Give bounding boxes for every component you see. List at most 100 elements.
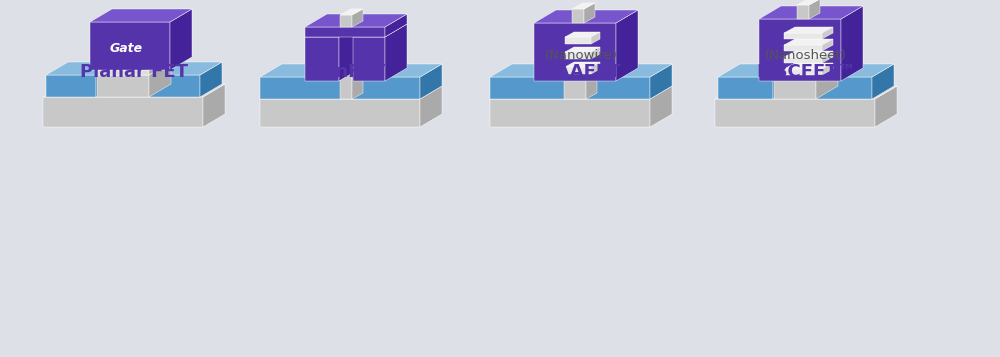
Polygon shape (43, 84, 225, 97)
Polygon shape (572, 3, 595, 9)
Polygon shape (875, 86, 897, 127)
Polygon shape (784, 39, 833, 45)
Polygon shape (150, 62, 222, 75)
Polygon shape (490, 64, 672, 77)
Polygon shape (97, 57, 171, 70)
Polygon shape (616, 10, 638, 81)
Bar (97, 75, 149, 97)
Polygon shape (650, 86, 672, 127)
Polygon shape (715, 86, 897, 99)
Polygon shape (46, 62, 118, 75)
Polygon shape (816, 64, 838, 99)
Polygon shape (817, 64, 894, 77)
Polygon shape (586, 71, 597, 99)
Bar (774, 77, 816, 99)
Polygon shape (822, 51, 833, 63)
Polygon shape (305, 24, 361, 37)
Polygon shape (759, 6, 863, 19)
Bar (784, 69, 822, 75)
Bar (340, 15, 352, 27)
Polygon shape (591, 32, 600, 44)
Bar (534, 23, 616, 81)
Text: MBCFET™: MBCFET™ (756, 63, 856, 81)
Text: FinFET: FinFET (317, 63, 385, 81)
Bar (150, 75, 200, 97)
Polygon shape (200, 62, 222, 97)
Polygon shape (650, 64, 672, 99)
Polygon shape (203, 84, 225, 127)
Polygon shape (784, 27, 833, 33)
Bar (305, 37, 339, 81)
Bar (490, 77, 650, 99)
Bar (90, 22, 170, 70)
Polygon shape (822, 39, 833, 51)
Text: (Nanowire): (Nanowire) (545, 49, 617, 61)
Polygon shape (340, 9, 363, 15)
Bar (46, 75, 96, 97)
Bar (490, 99, 650, 127)
Polygon shape (353, 24, 407, 37)
Bar (97, 70, 149, 75)
Bar (340, 39, 352, 99)
Polygon shape (872, 64, 894, 99)
Bar (565, 52, 591, 59)
Bar (260, 99, 420, 127)
Polygon shape (809, 0, 820, 19)
Polygon shape (591, 47, 600, 59)
Polygon shape (170, 9, 192, 70)
Polygon shape (490, 86, 672, 99)
Polygon shape (784, 51, 833, 57)
Text: GAAFET: GAAFET (541, 63, 621, 81)
Bar (784, 57, 822, 63)
Polygon shape (305, 14, 407, 27)
Polygon shape (773, 64, 795, 99)
Polygon shape (90, 9, 192, 22)
Polygon shape (565, 32, 600, 37)
Bar (260, 77, 420, 99)
Polygon shape (149, 62, 171, 97)
Polygon shape (340, 33, 363, 39)
Bar (759, 19, 841, 81)
Polygon shape (420, 86, 442, 127)
Bar (565, 37, 591, 44)
Polygon shape (841, 6, 863, 81)
Polygon shape (565, 47, 600, 52)
Polygon shape (352, 9, 363, 27)
Bar (718, 77, 773, 99)
Bar (305, 27, 385, 37)
Polygon shape (420, 64, 442, 99)
Polygon shape (564, 71, 597, 77)
Polygon shape (260, 86, 442, 99)
Bar (715, 99, 875, 127)
Text: (Nanosheet): (Nanosheet) (765, 49, 847, 61)
Polygon shape (584, 3, 595, 23)
Polygon shape (797, 0, 820, 5)
Polygon shape (352, 33, 363, 99)
Bar (784, 33, 822, 39)
Bar (784, 45, 822, 51)
Polygon shape (822, 63, 833, 75)
Polygon shape (260, 64, 442, 77)
Bar (817, 77, 872, 99)
Bar (353, 37, 385, 81)
Polygon shape (822, 27, 833, 39)
Polygon shape (784, 63, 833, 69)
Polygon shape (534, 10, 638, 23)
Polygon shape (96, 62, 118, 97)
Polygon shape (565, 62, 600, 67)
Bar (797, 5, 809, 19)
Polygon shape (385, 14, 407, 37)
Polygon shape (718, 64, 795, 77)
Polygon shape (774, 64, 838, 77)
Polygon shape (149, 57, 171, 75)
Polygon shape (339, 24, 361, 81)
Text: Gate: Gate (109, 42, 143, 55)
Bar (564, 77, 586, 99)
Polygon shape (385, 24, 407, 81)
Bar (43, 97, 203, 127)
Text: Planar FET: Planar FET (80, 63, 188, 81)
Bar (565, 67, 591, 74)
Polygon shape (591, 62, 600, 74)
Bar (572, 9, 584, 23)
Polygon shape (97, 62, 171, 75)
